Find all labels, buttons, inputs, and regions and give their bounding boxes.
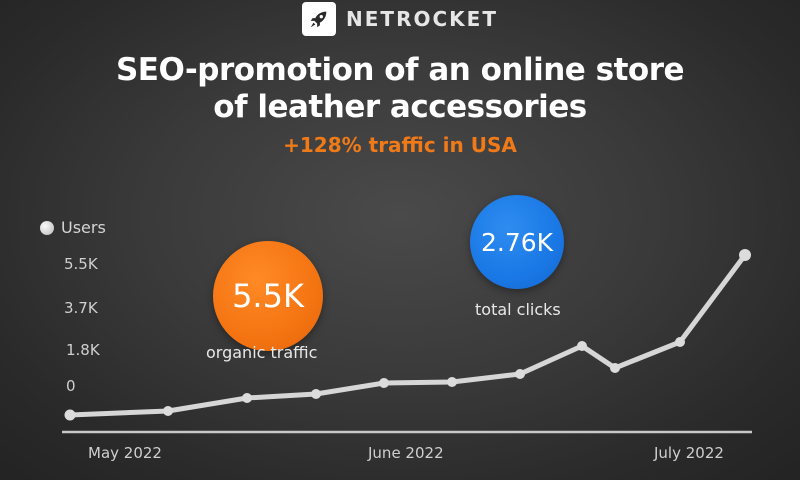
users-series-points — [64, 249, 751, 421]
y-tick: 3.7K — [64, 299, 98, 317]
title-line-1: SEO-promotion of an online store — [115, 52, 685, 88]
page-title: SEO-promotion of an online store of leat… — [0, 52, 800, 126]
organic-traffic-label: organic traffic — [206, 343, 318, 362]
x-tick: July 2022 — [654, 444, 724, 462]
users-series-line — [67, 252, 748, 418]
x-tick: May 2022 — [88, 444, 162, 462]
y-tick: 5.5K — [64, 255, 98, 273]
title-line-2: of leather accessories — [213, 89, 587, 125]
y-tick: 1.8K — [66, 341, 100, 359]
chart-legend: Users — [40, 218, 106, 237]
subtitle: +128% traffic in USA — [283, 133, 517, 157]
brand-header: NETROCKET — [0, 2, 800, 36]
y-tick: 0 — [66, 377, 76, 395]
organic-traffic-badge: 5.5K — [213, 241, 323, 351]
total-clicks-badge: 2.76K — [470, 195, 564, 289]
total-clicks-label: total clicks — [475, 300, 561, 319]
legend-marker-icon — [40, 220, 54, 235]
x-tick: June 2022 — [368, 444, 444, 462]
legend-label: Users — [61, 218, 106, 237]
brand-name: NETROCKET — [346, 7, 498, 31]
rocket-icon — [302, 2, 337, 36]
